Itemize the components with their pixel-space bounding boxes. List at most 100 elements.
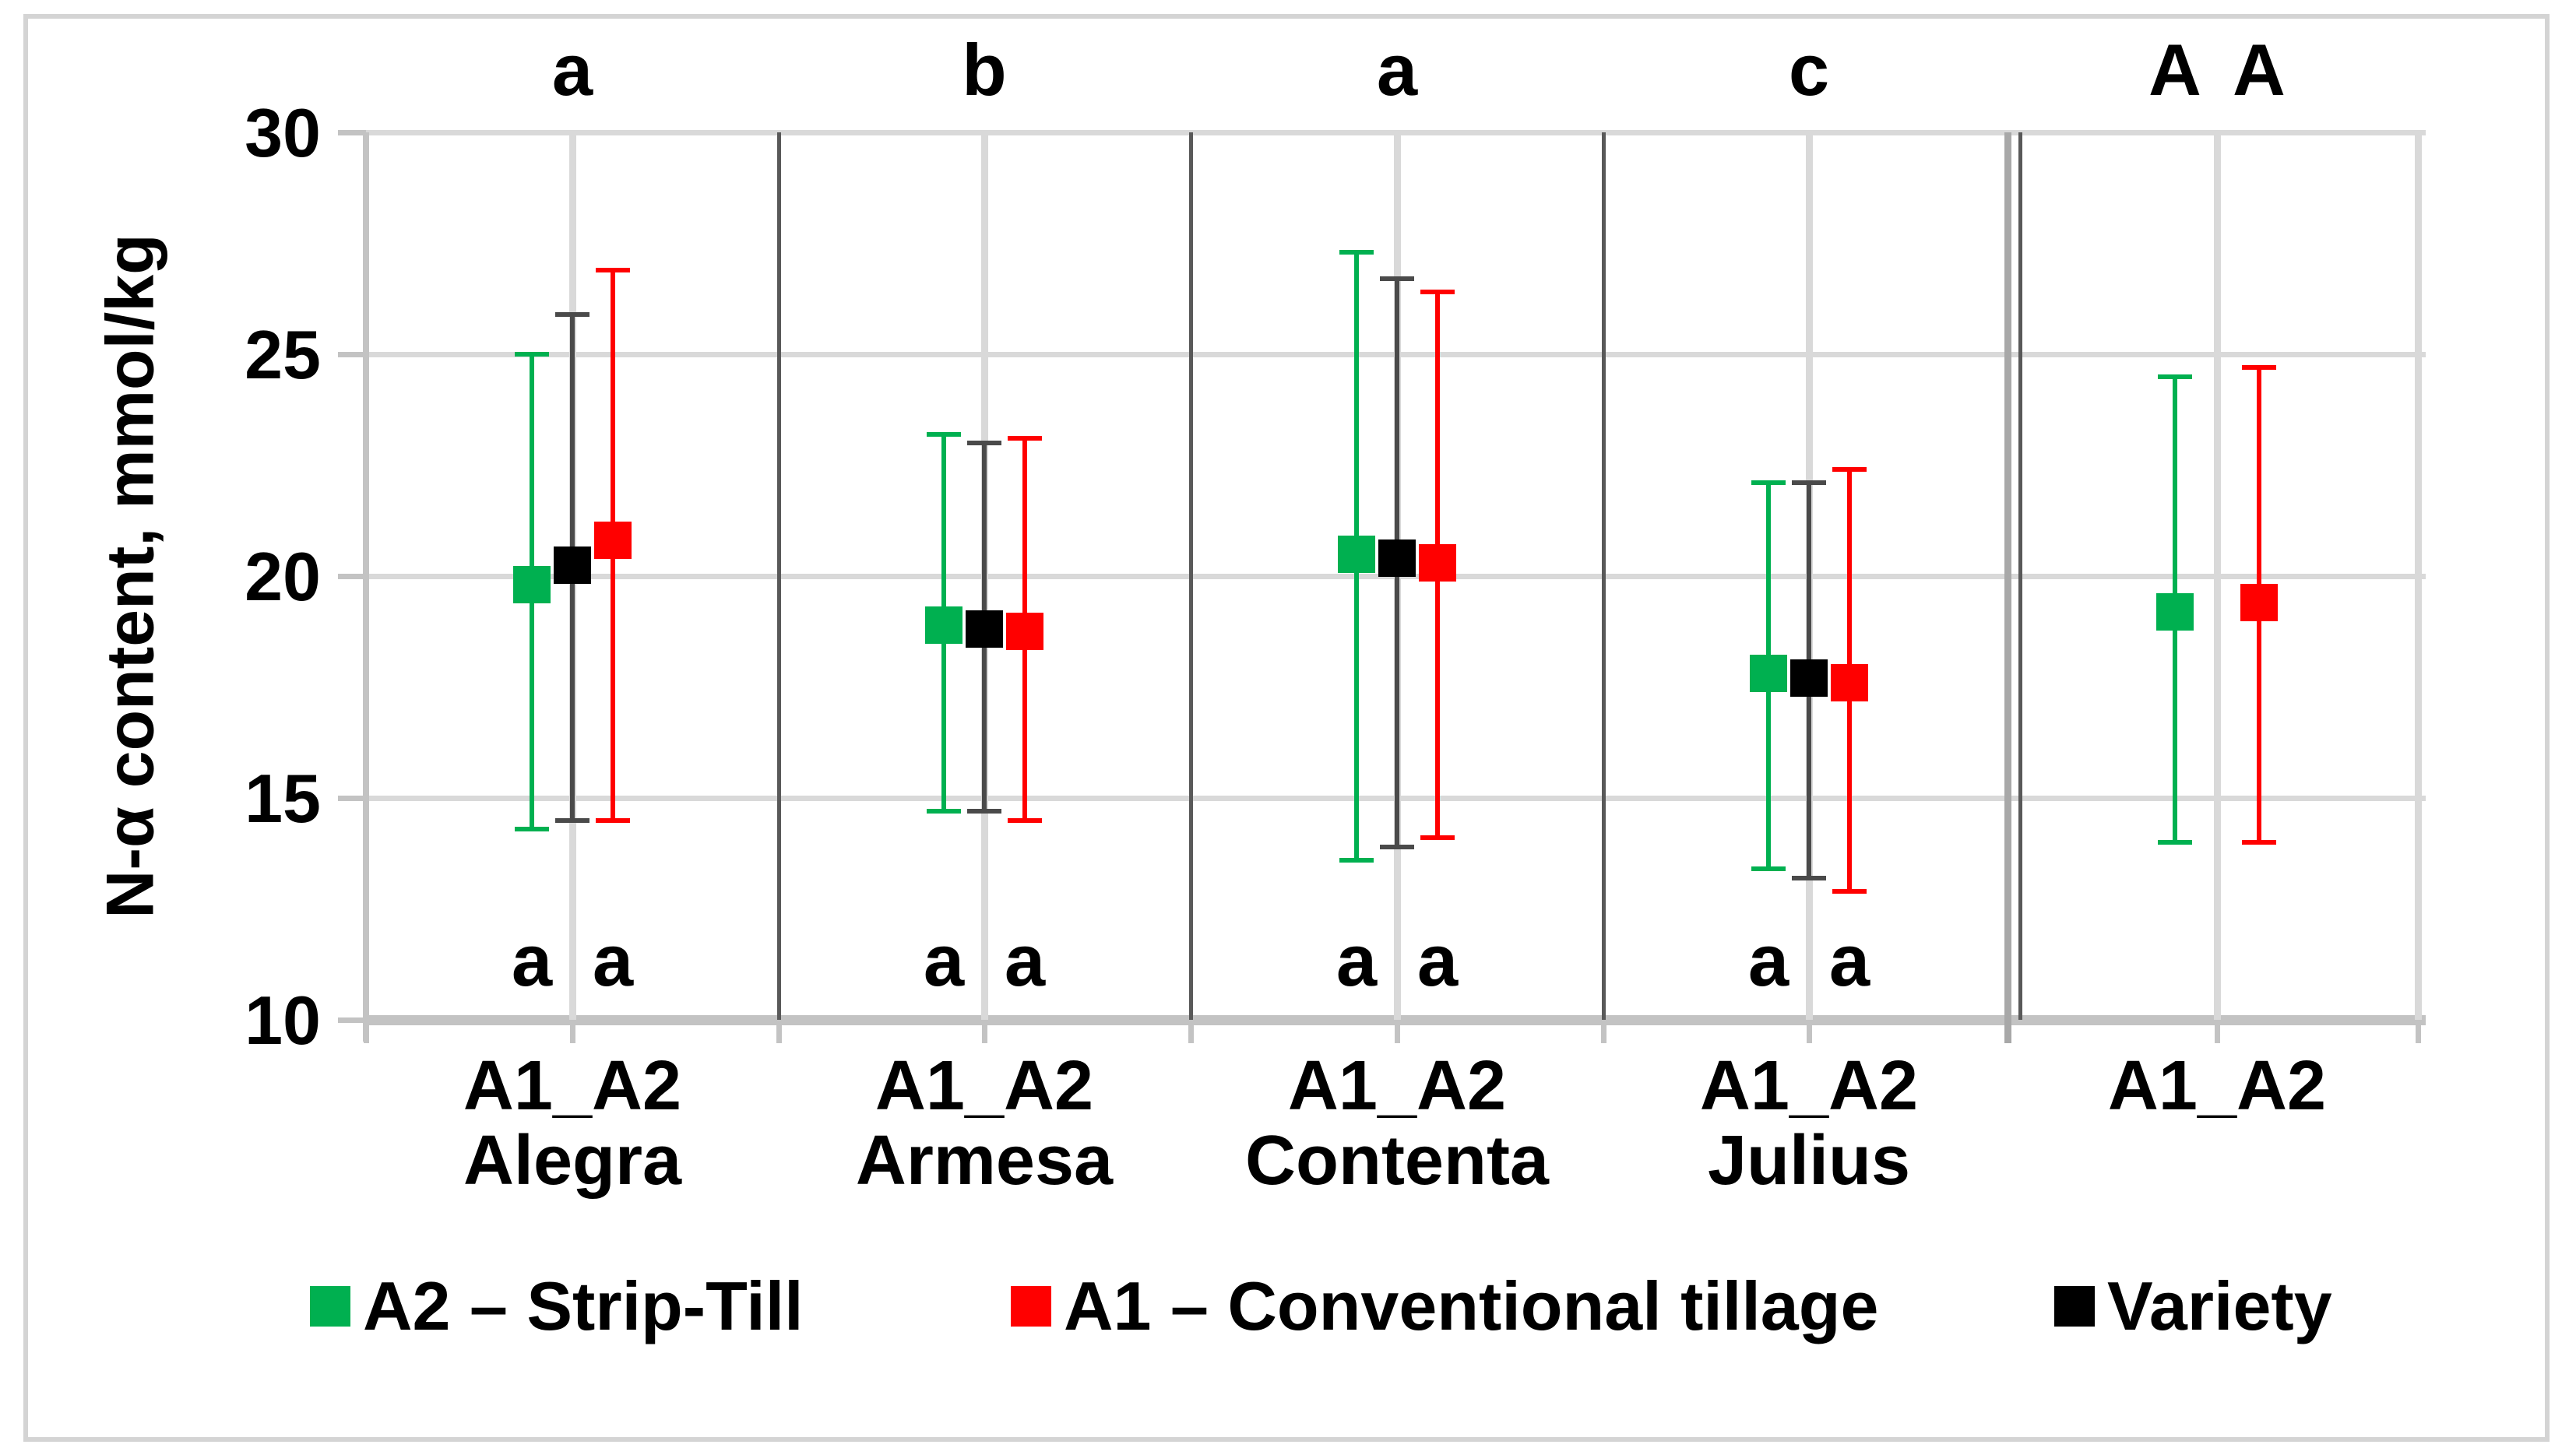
legend-label-strip-till: A2 – Strip-Till xyxy=(363,1267,804,1344)
error-cap-top xyxy=(927,432,961,437)
marker-square xyxy=(2156,593,2194,631)
top-letter: b xyxy=(962,29,1007,111)
y-axis-title: N-α content, mmol/kg xyxy=(93,234,168,919)
bottom-letter: a xyxy=(1828,919,1870,1001)
panel-separator xyxy=(1602,132,1606,1020)
marker-square xyxy=(1419,544,1456,582)
error-cap-bottom xyxy=(2158,840,2192,845)
green-square-icon xyxy=(310,1286,350,1327)
marker-square xyxy=(1006,613,1043,650)
variety-label: Alegra xyxy=(463,1122,682,1200)
error-cap-top xyxy=(2242,365,2276,370)
top-letter: a xyxy=(551,29,593,111)
error-cap-bottom xyxy=(1380,845,1414,849)
bottom-letter: a xyxy=(1747,919,1789,1001)
x-axis-tick xyxy=(1395,1020,1400,1043)
marker-square xyxy=(1750,655,1787,692)
x-axis-tick xyxy=(364,1020,369,1043)
panel-separator-double-gray xyxy=(2004,132,2011,1043)
x-axis-tick xyxy=(570,1020,575,1043)
error-cap-bottom xyxy=(555,818,589,823)
error-cap-top xyxy=(1339,250,1374,255)
error-cap-top xyxy=(1380,276,1414,281)
bottom-letter: a xyxy=(592,919,634,1001)
y-axis-tick xyxy=(338,130,366,135)
error-cap-bottom xyxy=(596,818,630,823)
error-cap-bottom xyxy=(1008,818,1042,823)
bottom-letter: a xyxy=(511,919,553,1001)
x-axis-tick xyxy=(2416,1020,2421,1043)
top-letter: a xyxy=(1376,29,1418,111)
x-tick-label: A1_A2 xyxy=(875,1047,1094,1125)
error-cap-top xyxy=(1751,480,1786,485)
x-tick-label: A1_A2 xyxy=(2107,1047,2327,1125)
x-tick-label: A1_A2 xyxy=(1699,1047,1919,1125)
y-axis-tick xyxy=(338,352,366,357)
x-tick-label: A1_A2 xyxy=(1287,1047,1507,1125)
y-axis-tick xyxy=(338,574,366,579)
y-axis-tick xyxy=(338,1017,366,1023)
top-letter: A xyxy=(2148,29,2201,111)
error-cap-top xyxy=(1420,290,1455,294)
variety-label: Armesa xyxy=(855,1122,1114,1200)
y-tick-label: 25 xyxy=(245,316,321,393)
legend-item-strip-till: A2 – Strip-Till xyxy=(310,1267,804,1345)
legend-label-variety: Variety xyxy=(2107,1267,2332,1344)
error-cap-top xyxy=(555,312,589,317)
error-cap-top xyxy=(2158,374,2192,379)
bottom-letter: a xyxy=(1336,919,1378,1001)
error-cap-top xyxy=(1792,480,1826,485)
marker-square xyxy=(554,547,591,584)
x-axis-tick xyxy=(1188,1020,1194,1043)
y-tick-label: 10 xyxy=(245,982,321,1059)
bottom-letter: a xyxy=(1004,919,1046,1001)
error-cap-top xyxy=(967,441,1001,445)
y-tick-label: 15 xyxy=(245,760,321,837)
gridline-v xyxy=(2415,132,2422,1020)
variety-label: Julius xyxy=(1707,1122,1911,1200)
error-cap-bottom xyxy=(967,809,1001,814)
marker-square xyxy=(1790,659,1828,697)
error-cap-bottom xyxy=(2242,840,2276,845)
error-cap-bottom xyxy=(1420,835,1455,840)
error-cap-bottom xyxy=(927,809,961,814)
figure-border xyxy=(23,14,2550,1442)
y-tick-label: 20 xyxy=(245,538,321,615)
x-axis-tick xyxy=(1807,1020,1812,1043)
legend-label-conventional: A1 – Conventional tillage xyxy=(1064,1267,1879,1344)
marker-square xyxy=(513,566,551,603)
error-cap-bottom xyxy=(1339,858,1374,863)
panel-separator-double-dark xyxy=(2018,132,2022,1020)
bottom-letter: a xyxy=(923,919,965,1001)
top-letter: A xyxy=(2233,29,2286,111)
error-cap-top xyxy=(1832,467,1867,472)
top-letter: c xyxy=(1788,29,1830,111)
error-cap-bottom xyxy=(1792,876,1826,880)
marker-square xyxy=(594,522,632,559)
red-square-icon xyxy=(1011,1286,1051,1327)
x-tick-label: A1_A2 xyxy=(463,1047,682,1125)
panel-separator xyxy=(1189,132,1193,1020)
black-square-icon xyxy=(2054,1286,2095,1327)
marker-square xyxy=(925,606,962,644)
marker-square xyxy=(1831,664,1868,701)
legend-item-conventional: A1 – Conventional tillage xyxy=(1011,1267,1878,1345)
variety-label: Contenta xyxy=(1245,1122,1549,1200)
bottom-letter: a xyxy=(1416,919,1459,1001)
error-cap-bottom xyxy=(515,827,549,831)
x-axis-tick xyxy=(2215,1020,2220,1043)
gridline-v xyxy=(2214,132,2221,1020)
marker-square xyxy=(966,610,1003,648)
error-cap-bottom xyxy=(1832,889,1867,894)
error-cap-top xyxy=(596,268,630,272)
y-axis-line xyxy=(363,132,369,1042)
marker-square xyxy=(1378,539,1416,577)
marker-square xyxy=(2240,584,2278,621)
x-axis-tick xyxy=(1601,1020,1606,1043)
error-cap-top xyxy=(1008,436,1042,441)
panel-separator xyxy=(777,132,781,1020)
y-tick-label: 30 xyxy=(245,94,321,171)
y-axis-tick xyxy=(338,796,366,801)
